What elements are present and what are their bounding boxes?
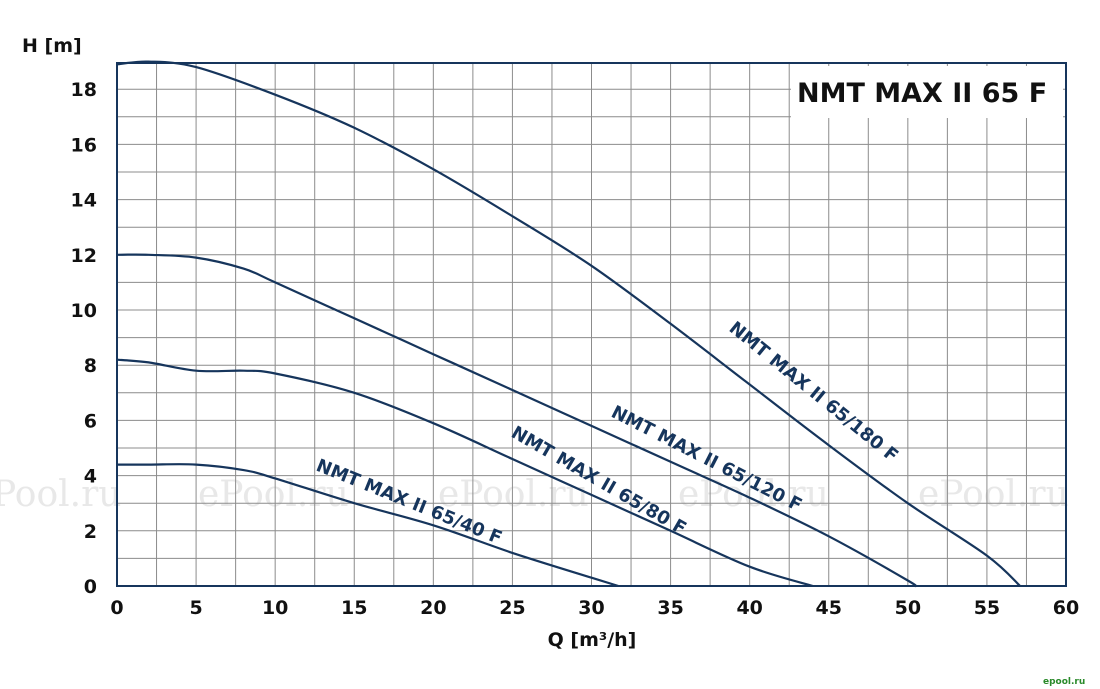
x-tick-label: 35 (657, 597, 683, 619)
watermark-text: ePool.ru (438, 474, 589, 515)
x-tick-label: 45 (816, 597, 842, 619)
y-tick-label: 16 (71, 134, 97, 156)
y-tick-label: 18 (71, 79, 97, 101)
y-axis-label: H [m] (22, 35, 82, 57)
x-tick-label: 5 (189, 597, 202, 619)
x-tick-label: 15 (341, 597, 367, 619)
watermark-text: ePool.ru (918, 474, 1069, 515)
x-tick-label: 25 (499, 597, 525, 619)
curve-label-65-180: NMT MAX II 65/180 F (725, 318, 902, 467)
series-line-1 (116, 253, 918, 588)
y-tick-label: 2 (84, 521, 97, 543)
y-tick-label: 12 (71, 245, 97, 267)
corner-watermark: epool.ru (1043, 677, 1085, 687)
watermark-text: ePool.ru (678, 474, 829, 515)
y-tick-label: 6 (84, 410, 97, 432)
watermarks: Pool.ru ePool.ru ePool.ru ePool.ru ePool… (0, 474, 1069, 515)
series-line-2 (116, 358, 814, 588)
chart-curves (116, 60, 1021, 588)
x-tick-label: 0 (110, 597, 123, 619)
plot-border (116, 62, 1067, 587)
x-tick-label: 10 (262, 597, 288, 619)
x-tick-label: 60 (1053, 597, 1079, 619)
watermark-text: Pool.ru (0, 474, 121, 515)
chart-title: NMT MAX II 65 F (797, 78, 1047, 109)
x-tick-label: 20 (420, 597, 446, 619)
series-line-3 (116, 463, 619, 588)
y-tick-label: 8 (84, 355, 97, 377)
y-tick-label: 4 (84, 466, 97, 488)
x-tick-label: 50 (895, 597, 921, 619)
x-tick-label: 55 (974, 597, 1000, 619)
series-line-0 (116, 60, 1021, 587)
y-tick-label: 0 (84, 576, 97, 598)
axis-ticks: 0 5 10 15 20 25 30 35 40 45 50 55 60 0 2 4 6 8 10 12 14 16 18 (71, 79, 1080, 619)
x-tick-label: 40 (736, 597, 762, 619)
title-box (791, 66, 1063, 118)
y-tick-label: 10 (71, 300, 97, 322)
chart-frame (116, 62, 1067, 587)
x-tick-label: 30 (578, 597, 604, 619)
y-tick-label: 14 (71, 190, 97, 212)
x-axis-label: Q [m³/h] (548, 629, 637, 651)
